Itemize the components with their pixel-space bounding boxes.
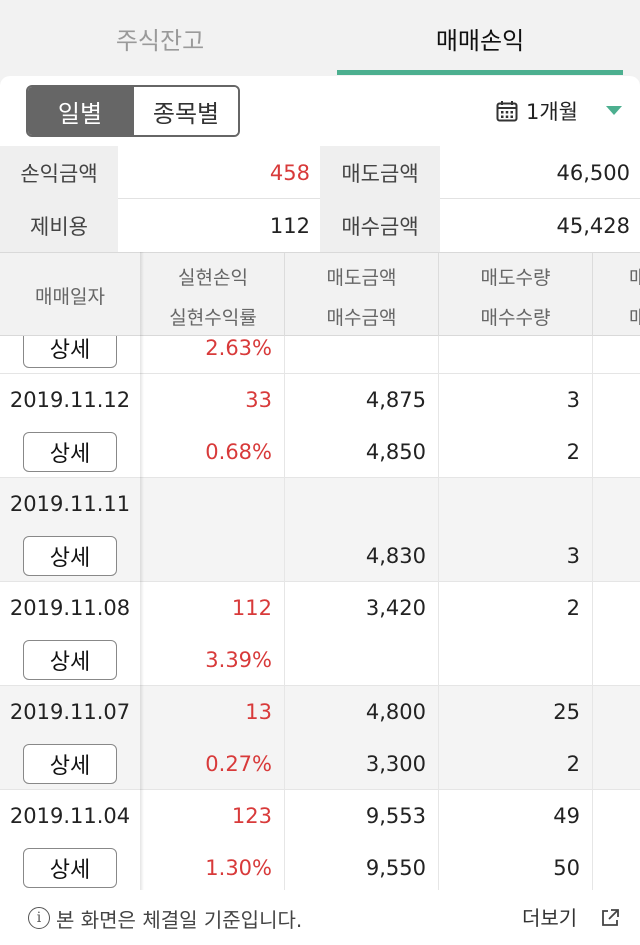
footer-bar: i 본 화면은 체결일 기준입니다. 더보기 xyxy=(0,890,640,945)
table-header: 매매일자 실현손익 실현수익률 매도금액 매수금액 매도수량 매수수량 매 매 xyxy=(0,252,640,337)
table-row: 2019.11.07 상세 13 0.27% 4,800 3,300 25 2 xyxy=(0,686,640,790)
sell-amount: 9,553 xyxy=(365,804,426,828)
detail-button[interactable]: 상세 xyxy=(23,432,117,472)
header-next-top: 매 xyxy=(629,263,640,290)
buy-amount-value: 45,428 xyxy=(556,213,630,238)
period-label: 1개월 xyxy=(526,100,579,124)
top-tabs: 주식잔고 매매손익 xyxy=(0,0,640,76)
sell-amount xyxy=(284,478,426,530)
realized-rate: 1.30% xyxy=(205,856,272,880)
info-icon: i xyxy=(28,907,50,929)
sell-amount: 4,875 xyxy=(365,388,426,412)
frozen-column-shadow xyxy=(140,252,144,890)
sell-amount: 3,420 xyxy=(365,596,426,620)
buy-qty: 2 xyxy=(566,440,580,464)
fee-label: 제비용 xyxy=(0,199,118,252)
detail-button[interactable]: 상세 xyxy=(23,848,117,888)
tab-stock-balance[interactable]: 주식잔고 xyxy=(115,27,205,55)
sell-qty: 25 xyxy=(553,700,580,724)
table-row: 상세 2.63% xyxy=(0,336,640,374)
by-stock-view-button[interactable]: 종목별 xyxy=(132,87,238,135)
sell-amount-value: 46,500 xyxy=(556,160,630,185)
header-buy-amount: 매수금액 xyxy=(326,307,397,329)
realized-rate xyxy=(142,530,272,582)
realized-pnl: 112 xyxy=(231,596,272,620)
table-row: 2019.11.11 상세 4,830 3 xyxy=(0,478,640,582)
pnl-amount-value: 458 xyxy=(269,160,310,185)
sell-amount: 4,800 xyxy=(365,700,426,724)
sell-qty: 2 xyxy=(566,596,580,620)
chevron-down-icon xyxy=(606,106,622,115)
detail-button[interactable]: 상세 xyxy=(23,744,117,784)
realized-rate: 0.27% xyxy=(205,752,272,776)
buy-amount xyxy=(284,634,426,686)
sell-amount-label: 매도금액 xyxy=(320,146,440,199)
buy-qty: 2 xyxy=(566,752,580,776)
calendar-icon xyxy=(496,101,518,122)
header-next-bottom: 매 xyxy=(629,303,640,330)
trade-date: 2019.11.04 xyxy=(9,804,131,828)
period-selector[interactable]: 1개월 xyxy=(496,94,622,128)
trade-date: 2019.11.11 xyxy=(9,492,131,516)
pnl-amount-label: 손익금액 xyxy=(0,146,118,199)
realized-rate: 2.63% xyxy=(205,336,272,360)
table-row: 2019.11.08 상세 112 3.39% 3,420 2 xyxy=(0,582,640,686)
trade-table-body[interactable]: 상세 2.63% 2019.11.12 상세 33 0.68% 4,875 4,… xyxy=(0,336,640,890)
column-divider xyxy=(438,336,439,890)
basis-notice: 본 화면은 체결일 기준입니다. xyxy=(56,908,303,932)
header-quantity: 매도수량 매수수량 xyxy=(438,253,592,337)
header-sell-qty: 매도수량 xyxy=(480,267,551,289)
buy-qty: 3 xyxy=(566,544,580,568)
buy-amount-label: 매수금액 xyxy=(320,199,440,252)
active-tab-indicator xyxy=(337,70,623,75)
sell-qty: 3 xyxy=(566,388,580,412)
buy-amount: 3,300 xyxy=(365,752,426,776)
realized-rate: 0.68% xyxy=(205,440,272,464)
realized-rate: 3.39% xyxy=(205,648,272,672)
detail-button[interactable]: 상세 xyxy=(23,536,117,576)
buy-amount: 4,850 xyxy=(365,440,426,464)
buy-amount: 4,830 xyxy=(365,544,426,568)
buy-amount: 9,550 xyxy=(365,856,426,880)
header-realized-rate: 실현수익률 xyxy=(169,307,257,329)
realized-pnl: 13 xyxy=(245,700,272,724)
table-row: 2019.11.12 상세 33 0.68% 4,875 4,850 3 2 xyxy=(0,374,640,478)
header-amount: 매도금액 매수금액 xyxy=(284,253,438,337)
realized-pnl: 123 xyxy=(231,804,272,828)
column-divider xyxy=(284,336,285,890)
header-realized-pnl: 실현손익 xyxy=(178,267,248,289)
trade-date: 2019.11.08 xyxy=(9,596,131,620)
column-divider xyxy=(592,336,593,890)
sell-qty: 49 xyxy=(553,804,580,828)
buy-qty xyxy=(438,634,580,686)
trade-date: 2019.11.07 xyxy=(9,700,131,724)
header-pnl: 실현손익 실현수익률 xyxy=(142,253,284,337)
view-mode-toggle: 일별 종목별 xyxy=(26,85,240,137)
detail-button[interactable]: 상세 xyxy=(23,336,117,368)
tab-trading-pnl[interactable]: 매매손익 xyxy=(435,27,525,55)
buy-qty: 50 xyxy=(553,856,580,880)
external-link-icon[interactable] xyxy=(600,908,620,928)
more-link[interactable]: 더보기 xyxy=(522,906,578,930)
table-row: 2019.11.04 상세 123 1.30% 9,553 9,550 49 5… xyxy=(0,790,640,890)
realized-pnl xyxy=(142,478,272,530)
header-buy-qty: 매수수량 xyxy=(480,307,551,329)
fee-value: 112 xyxy=(269,213,310,238)
detail-button[interactable]: 상세 xyxy=(23,640,117,680)
header-sell-amount: 매도금액 xyxy=(326,267,397,289)
summary-panel: 손익금액 458 매도금액 46,500 제비용 112 매수금액 45,428 xyxy=(0,146,640,252)
trade-date: 2019.11.12 xyxy=(9,388,131,412)
sell-qty xyxy=(438,478,580,530)
daily-view-button[interactable]: 일별 xyxy=(28,87,132,135)
realized-pnl: 33 xyxy=(245,388,272,412)
filter-controls: 일별 종목별 1개월 xyxy=(0,76,640,146)
header-trade-date: 매매일자 xyxy=(35,285,105,308)
header-next-column: 매 매 xyxy=(592,253,640,337)
